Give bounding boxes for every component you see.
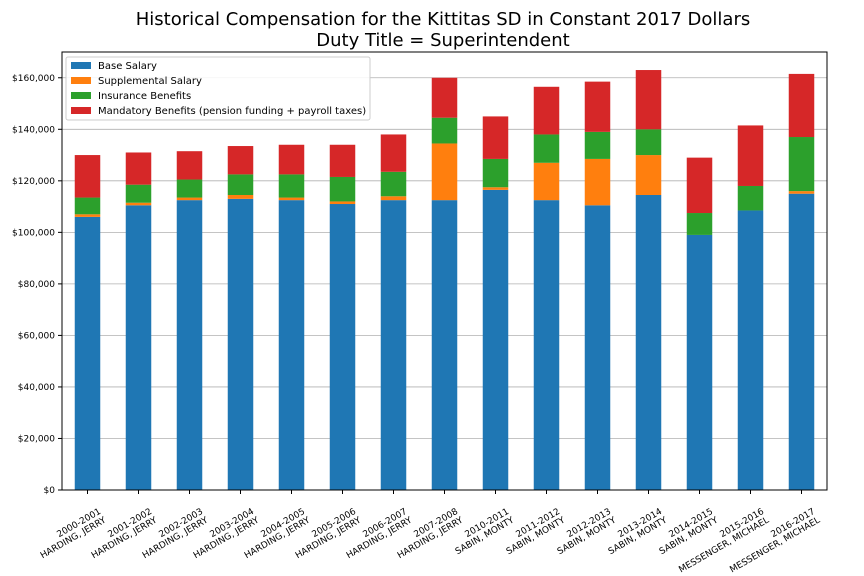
bar-segment: [737, 185, 764, 211]
bar-segment: [227, 194, 254, 199]
bar-segment: [125, 202, 152, 206]
bar-segment: [635, 70, 662, 130]
legend-label: Supplemental Salary: [98, 76, 202, 87]
legend-box: [65, 56, 371, 121]
bar-segment: [686, 213, 713, 235]
bar-segment: [176, 179, 203, 198]
bar-segment: [788, 193, 815, 491]
bar-segment: [125, 184, 152, 203]
legend-swatch: [71, 62, 91, 69]
bar-segment: [584, 81, 611, 132]
bar-segment: [431, 117, 458, 144]
bar-segment: [533, 162, 560, 201]
bar-segment: [227, 198, 254, 490]
bar-segment: [74, 216, 101, 491]
bar-segment: [584, 131, 611, 159]
bar-segment: [74, 214, 101, 217]
bar-segment: [788, 191, 815, 194]
legend-label: Base Salary: [98, 61, 157, 72]
legend-swatch: [71, 92, 91, 99]
bar-segment: [737, 125, 764, 186]
y-tick-label: $20,000: [18, 434, 55, 444]
bar-segment: [125, 152, 152, 185]
bar-segment: [176, 151, 203, 180]
bar-segment: [533, 200, 560, 490]
y-tick-label: $160,000: [12, 74, 55, 84]
bar-segment: [380, 200, 407, 490]
y-tick-label: $80,000: [18, 280, 55, 290]
bar-segment: [329, 204, 356, 490]
y-tick-label: $40,000: [18, 383, 55, 393]
legend-label: Insurance Benefits: [98, 91, 191, 102]
bar-segment: [431, 200, 458, 490]
bar-segment: [278, 144, 305, 175]
bar-segment: [431, 143, 458, 201]
legend-swatch: [71, 107, 91, 114]
bar-segment: [380, 196, 407, 201]
legend-swatch: [71, 77, 91, 84]
bars: [74, 70, 815, 491]
y-tick-label: $140,000: [12, 125, 55, 135]
bar-segment: [584, 205, 611, 491]
bar-segment: [329, 144, 356, 177]
bar-segment: [74, 197, 101, 215]
bar-segment: [737, 210, 764, 490]
bar-segment: [278, 197, 305, 201]
x-axis: 2000-2001HARDING, JERRY2001-2002HARDING,…: [39, 490, 822, 575]
bar-segment: [788, 137, 815, 192]
y-tick-label: $60,000: [18, 331, 55, 341]
bar-segment: [329, 201, 356, 205]
bar-segment: [227, 146, 254, 175]
bar-segment: [227, 174, 254, 195]
bar-segment: [431, 77, 458, 118]
bar-segment: [584, 158, 611, 206]
bar-segment: [380, 171, 407, 197]
bar-segment: [74, 155, 101, 198]
legend: Base Salary Supplemental Salary Insurance …: [65, 56, 371, 121]
bar-segment: [482, 158, 509, 188]
bar-segment: [482, 187, 509, 190]
bar-segment: [788, 73, 815, 138]
chart-title: Historical Compensation for the Kittitas…: [136, 9, 751, 30]
bar-segment: [176, 200, 203, 490]
bar-segment: [686, 157, 713, 214]
bar-segment: [278, 174, 305, 198]
bar-segment: [533, 134, 560, 163]
legend-label: Mandatory Benefits (pension funding + pa…: [98, 106, 366, 117]
chart-subtitle: Duty Title = Superintendent: [316, 30, 569, 51]
bar-segment: [278, 200, 305, 490]
bar-segment: [635, 155, 662, 195]
bar-segment: [635, 129, 662, 156]
bar-segment: [533, 86, 560, 135]
bar-segment: [482, 189, 509, 490]
bar-segment: [686, 234, 713, 490]
bar-segment: [125, 205, 152, 491]
bar-segment: [380, 134, 407, 172]
bar-segment: [176, 197, 203, 201]
bar-segment: [635, 194, 662, 490]
y-tick-label: $100,000: [12, 228, 55, 238]
y-axis: $0 $20,000 $40,000 $60,000 $80,000 $100,000 $1…: [12, 74, 62, 496]
y-tick-label: $0: [44, 486, 56, 496]
y-tick-label: $120,000: [12, 177, 55, 187]
bar-segment: [482, 116, 509, 159]
bar-segment: [329, 176, 356, 202]
